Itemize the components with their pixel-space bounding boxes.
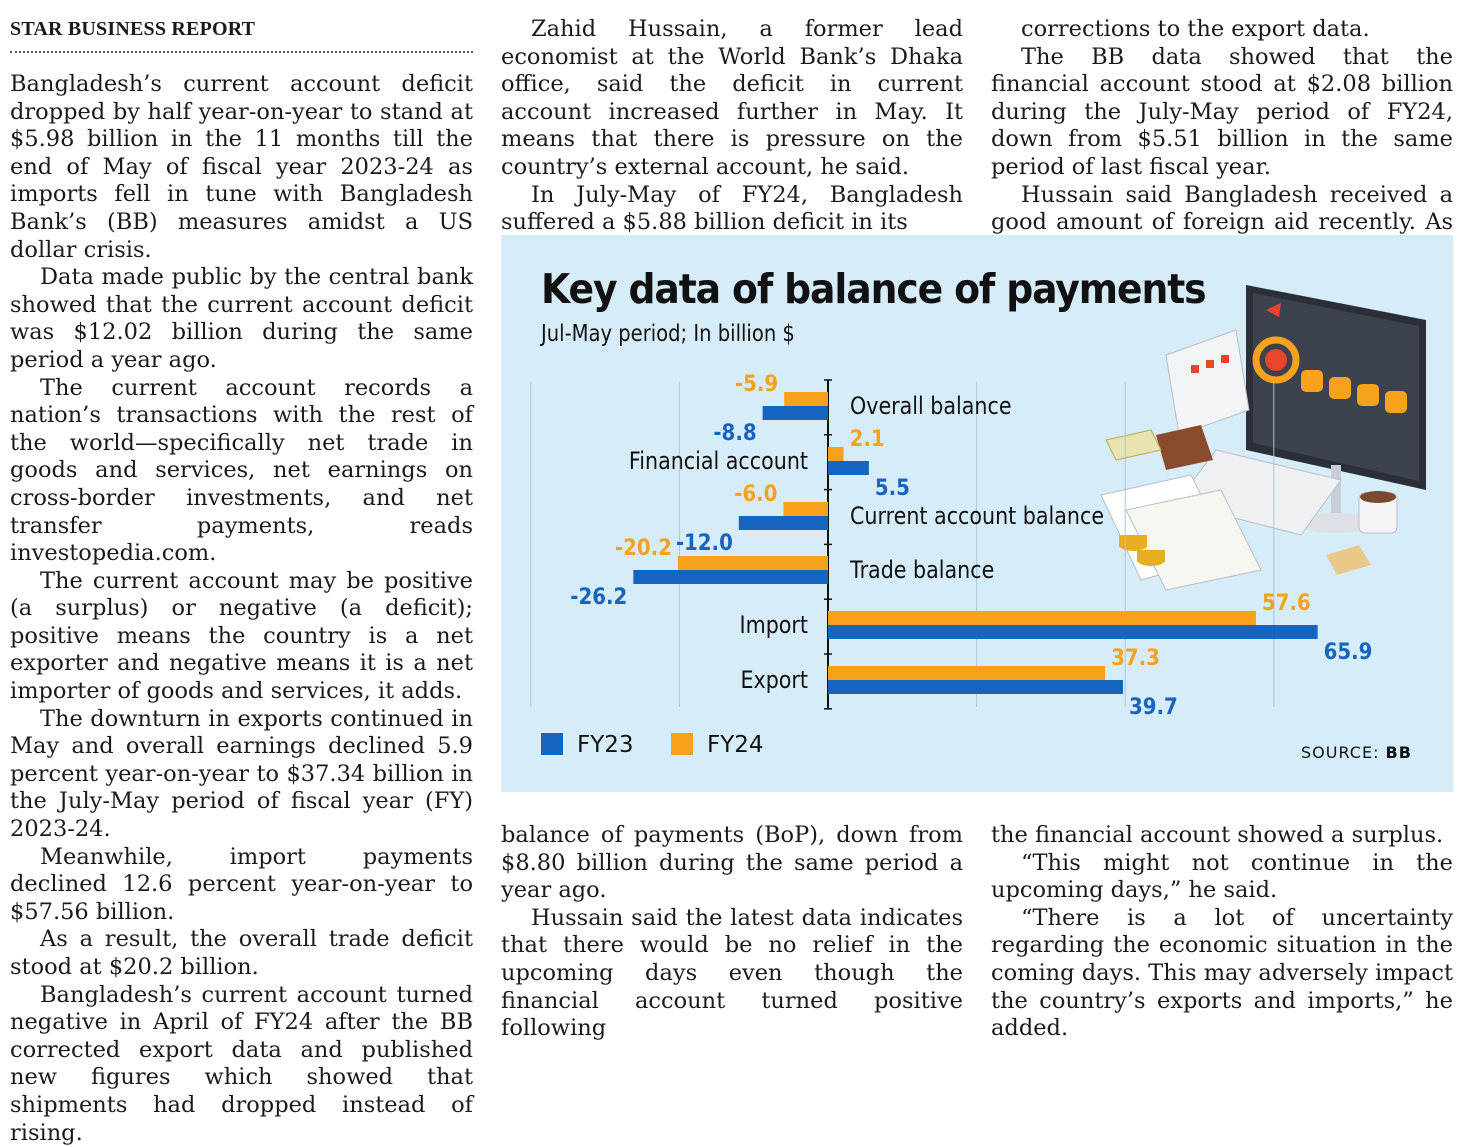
value-label: -20.2	[615, 535, 672, 560]
value-label: 65.9	[1324, 639, 1373, 664]
value-label: -12.0	[676, 530, 733, 555]
bar-fy23-overall-balance	[762, 406, 828, 420]
calendar-icon	[1165, 329, 1250, 436]
legend-fy24: FY24	[671, 732, 764, 758]
legend-fy23: FY23	[541, 732, 634, 758]
article-paragraph: The current account records a nation’s t…	[10, 374, 473, 567]
coins-icon	[1119, 535, 1165, 566]
kicker-divider	[10, 51, 473, 53]
bar-fy23-import	[828, 625, 1318, 639]
article-paragraph: The BB data showed that the financial ac…	[991, 43, 1453, 180]
article-column-3-bottom: the financial account showed a surplus. “…	[991, 822, 1453, 1043]
article-paragraph: Hussain said the latest data indicates t…	[501, 904, 963, 1042]
category-label: Overall balance	[850, 393, 1012, 421]
value-label: -26.2	[570, 584, 627, 609]
article-paragraph: The downturn in exports continued in May…	[10, 705, 473, 843]
bop-chart: -5.9 -8.8 Overall balance 2.1 5.5 Financial a…	[530, 285, 1426, 719]
article-paragraph: Meanwhile, import payments declined 12.6…	[10, 843, 473, 925]
value-label: -5.9	[735, 371, 778, 396]
bar-fy23-financial-account	[828, 461, 869, 475]
legend-swatch-fy24	[671, 733, 693, 755]
article-column-2-bottom: balance of payments (BoP), down from $8.…	[501, 822, 963, 1043]
category-label: Current account balance	[850, 503, 1104, 531]
bar-fy24-current-account-balance	[783, 502, 828, 516]
legend-label-fy23: FY23	[577, 732, 634, 758]
article-paragraph: In July-May of FY24, Bangladesh suffered…	[501, 181, 963, 236]
value-label: 37.3	[1111, 645, 1160, 670]
chart-grid	[530, 379, 1275, 710]
category-label: Import	[740, 612, 809, 640]
source-value: BB	[1385, 743, 1412, 762]
article-paragraph: the financial account showed a surplus.	[991, 822, 1444, 848]
money-icon	[1105, 429, 1162, 461]
article-paragraph: “There is a lot of uncertainty regarding…	[991, 904, 1453, 1042]
bar-fy24-overall-balance	[784, 392, 828, 406]
article-paragraph: corrections to the export data.	[1021, 16, 1370, 42]
bar-fy24-import	[828, 611, 1256, 625]
article-paragraph: Zahid Hussain, a former lead economist a…	[501, 16, 963, 180]
value-label: 57.6	[1262, 590, 1311, 615]
legend-swatch-fy23	[541, 733, 563, 755]
article-paragraph: Bangladesh’s current account deficit dro…	[10, 71, 473, 263]
bar-fy23-trade-balance	[633, 570, 828, 584]
wallet-icon	[1156, 425, 1213, 470]
bar-fy24-export	[828, 666, 1106, 680]
source-note: SOURCE: BB	[1301, 743, 1412, 762]
value-label: -6.0	[734, 481, 777, 506]
article-paragraph: balance of payments (BoP), down from $8.…	[501, 822, 963, 904]
graphic-title: Key data of balance of payments	[541, 265, 1207, 313]
article-column-1: Bangladesh’s current account deficit dro…	[10, 71, 473, 1147]
finance-illustration	[1100, 285, 1426, 591]
article-paragraph: Hussain said Bangladesh received a good …	[991, 181, 1453, 263]
legend-label-fy24: FY24	[707, 732, 764, 758]
article-paragraph: Data made public by the central bank sho…	[10, 264, 473, 373]
article-paragraph: The current account may be positive (a s…	[10, 567, 473, 705]
monitor-icon	[1246, 285, 1426, 533]
graphic-subtitle: Jul-May period; In billion $	[541, 321, 795, 347]
chart-labels: -5.9 -8.8 Overall balance 2.1 5.5 Financial a…	[570, 371, 1372, 719]
cake-icon	[1326, 545, 1371, 575]
bar-fy24-trade-balance	[677, 556, 828, 570]
value-label: 39.7	[1129, 694, 1178, 719]
bar-fy23-export	[828, 680, 1123, 694]
bar-fy23-current-account-balance	[738, 516, 828, 530]
article-paragraph: Bangladesh’s current account turned nega…	[10, 981, 473, 1146]
value-label: 2.1	[850, 426, 885, 451]
section-kicker: STAR BUSINESS REPORT	[10, 18, 256, 40]
source-label: SOURCE:	[1301, 743, 1380, 762]
value-label: 5.5	[875, 475, 910, 500]
bop-infographic: -5.9 -8.8 Overall balance 2.1 5.5 Financial a…	[501, 235, 1453, 792]
article-column-2-top: Zahid Hussain, a former lead economist a…	[501, 16, 963, 237]
value-label: -8.8	[713, 420, 756, 445]
category-label: Financial account	[629, 448, 808, 476]
article-paragraph: As a result, the overall trade deficit s…	[10, 926, 473, 980]
documents-icon	[1100, 474, 1262, 591]
category-label: Trade balance	[849, 557, 994, 585]
article-paragraph: “This might not continue in the upcoming…	[991, 849, 1453, 904]
chart-bars	[633, 392, 1318, 694]
bar-fy24-financial-account	[828, 447, 844, 461]
category-label: Export	[740, 667, 808, 695]
coffee-cup-icon	[1358, 491, 1398, 534]
article-column-3-top: corrections to the export data. The BB da…	[991, 16, 1453, 264]
